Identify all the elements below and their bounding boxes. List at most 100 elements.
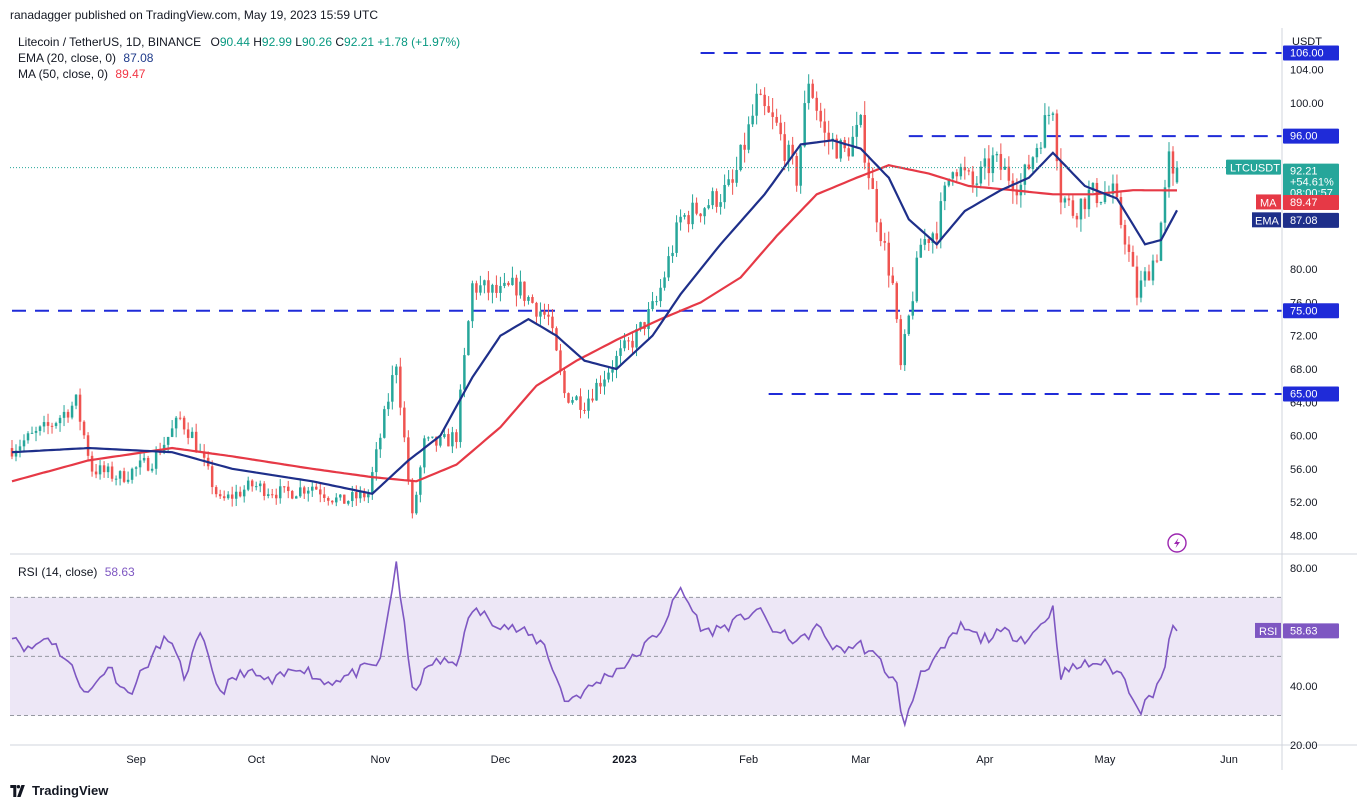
candle-up	[799, 146, 802, 186]
candle-up	[483, 280, 486, 286]
candle-down	[1083, 198, 1087, 210]
ma-value-tag-text: 89.47	[1290, 197, 1318, 209]
candle-up	[14, 450, 18, 457]
candle-down	[455, 432, 458, 443]
candle-down	[835, 138, 838, 159]
candle-up	[679, 216, 682, 223]
time-tick-label: Apr	[976, 754, 993, 766]
candle-up	[667, 256, 670, 278]
candle-down	[863, 114, 866, 163]
candle-down	[567, 393, 570, 403]
candle-up	[755, 93, 758, 116]
candle-up	[735, 170, 738, 183]
candle-up	[174, 417, 178, 429]
rsi-line	[11, 561, 1178, 728]
candle-down	[1055, 113, 1059, 162]
candle-up	[463, 355, 466, 390]
candle-down	[715, 191, 718, 207]
candle-down	[583, 409, 586, 411]
candle-up	[1079, 198, 1083, 220]
candle-down	[1147, 271, 1151, 281]
candle-down	[523, 281, 526, 301]
last-price-tag-text: +54.61%	[1290, 177, 1334, 189]
ema-tag: EMA	[1252, 212, 1281, 228]
ma-legend-label: MA (50, close, 0)	[18, 67, 109, 81]
candle-down	[10, 448, 14, 457]
rsi-value-tag-text: 58.63	[1290, 625, 1318, 637]
candle-up	[511, 277, 514, 286]
candle-up	[138, 460, 142, 468]
candle-up	[747, 124, 750, 150]
candle-down	[971, 171, 975, 185]
candle-up	[991, 155, 995, 174]
lightning-icon[interactable]	[1167, 533, 1187, 553]
candle-down	[86, 435, 90, 456]
low-value: 90.26	[301, 35, 333, 49]
level-tag-text: 96.00	[1290, 131, 1318, 143]
price-axis-unit: USDT	[1292, 36, 1322, 48]
candle-down	[230, 494, 234, 499]
rsi-tag-label-box	[1255, 622, 1281, 638]
candle-down	[627, 340, 630, 342]
candle-down	[186, 429, 190, 438]
candle-up	[451, 432, 454, 447]
candle-down	[819, 110, 822, 122]
level-tag: 75.00	[1283, 303, 1339, 319]
ema-legend: EMA (20, close, 0) 87.08	[18, 51, 153, 65]
candle-up	[1103, 194, 1107, 203]
level-tag: 65.00	[1283, 386, 1339, 402]
candle-down	[1067, 198, 1071, 201]
candle-up	[1063, 198, 1067, 203]
ema-value-tag-text: 87.08	[1290, 215, 1318, 227]
candle-up	[787, 144, 790, 161]
time-tick-label: Sep	[126, 754, 146, 766]
rsi-tick-label: 40.00	[1290, 681, 1318, 693]
candle-down	[559, 350, 562, 371]
rsi-tag: RSI	[1255, 622, 1281, 638]
candle-up	[311, 486, 314, 491]
candle-down	[887, 242, 890, 276]
candle-down	[899, 319, 903, 366]
candle-up	[707, 205, 710, 209]
candle-up	[671, 252, 674, 257]
candle-up	[419, 467, 422, 495]
candle-down	[315, 486, 318, 490]
candle-up	[947, 178, 951, 186]
candle-up	[359, 491, 362, 499]
ema-tag-label-box	[1252, 212, 1281, 228]
candle-up	[611, 369, 614, 373]
price-tick-label: 48.00	[1290, 530, 1318, 542]
candle-up	[471, 283, 474, 322]
candle-up	[839, 140, 842, 159]
candle-up	[1163, 187, 1167, 223]
candle-up	[711, 191, 714, 206]
candle-up	[427, 437, 430, 439]
time-tick-label: Nov	[371, 754, 391, 766]
ma-legend: MA (50, close, 0) 89.47	[18, 67, 145, 81]
candle-up	[931, 233, 935, 243]
candle-up	[18, 446, 22, 451]
time-tick-label: Dec	[491, 754, 511, 766]
candle-down	[82, 421, 86, 436]
candle-up	[979, 166, 983, 184]
candle-down	[46, 422, 50, 426]
candle-up	[975, 183, 979, 185]
symbol-title: Litecoin / TetherUS, 1D, BINANCE	[18, 35, 202, 49]
footer-brand[interactable]: TradingView	[10, 783, 108, 798]
candle-up	[1111, 183, 1115, 194]
ema-value-tag: 87.08	[1283, 212, 1339, 228]
candle-up	[603, 379, 606, 387]
close-label: C	[335, 35, 345, 49]
candle-up	[439, 437, 442, 446]
candle-down	[90, 455, 94, 472]
candle-down	[407, 437, 410, 481]
candle-down	[1155, 260, 1159, 262]
candle-up	[154, 450, 158, 469]
level-tag-box	[1283, 386, 1339, 402]
ma-value-tag: 89.47	[1283, 194, 1339, 210]
candle-up	[443, 434, 446, 438]
time-tick-label: Feb	[739, 754, 758, 766]
candle-up	[751, 115, 754, 125]
candle-down	[355, 492, 358, 499]
